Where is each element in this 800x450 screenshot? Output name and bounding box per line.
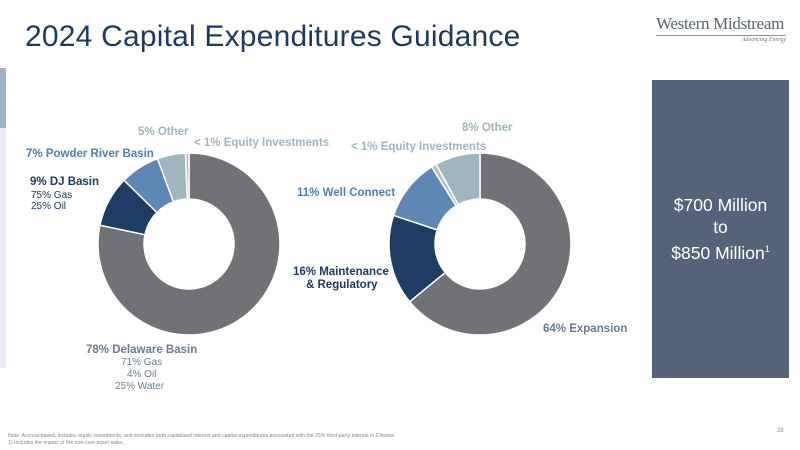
label-right-expansion: 64% Expansion [543,323,628,335]
label-left-dj-oil: 25% Oil [31,201,67,212]
capex-guidance-box: $700 Million to $850 Million1 [652,80,789,378]
label-right-regulatory: & Regulatory [306,279,378,291]
label-left-delaware: 78% Delaware Basin [86,344,198,356]
label-left-delaware-gas: 71% Gas [121,357,163,368]
donut-slice-expansion [408,152,572,336]
label-right-equity: < 1% Equity Investments [351,141,487,153]
page-title: 2024 Capital Expenditures Guidance [25,20,521,53]
footnote: Note: Accrual-based, includes equity inv… [8,433,395,446]
label-right-other: 8% Other [462,122,513,134]
guidance-amount-high: $850 Million [671,242,765,263]
donut-slice-delaware-basin [97,152,281,336]
label-right-well-connect: 11% Well Connect [297,187,396,199]
donut-slice-equity-investments [184,152,190,200]
donut-chart-basin [97,152,281,336]
company-logo: Western Midstream Advancing Energy [656,14,786,43]
footnote-line-2: 1) Includes the impact of the non-core a… [8,439,124,446]
logo-rule [656,35,786,36]
label-left-equity: < 1% Equity Investments [194,137,330,149]
guidance-line-2: to [713,217,728,238]
label-left-dj-gas: 75% Gas [31,190,73,201]
guidance-line-1: $700 Million [673,195,768,216]
left-accent-highlight [0,68,6,128]
label-left-delaware-oil: 4% Oil [127,369,157,380]
donut-chart-category [388,152,572,336]
guidance-footnote-mark: 1 [764,244,770,255]
label-left-powder-river: 7% Powder River Basin [26,148,154,160]
logo-tagline: Advancing Energy [741,37,786,43]
left-accent-bar [0,68,6,368]
page-number: 28 [777,428,784,434]
guidance-line-3: $850 Million1 [671,238,769,264]
footnote-line-1: Note: Accrual-based, includes equity inv… [8,433,395,439]
label-left-dj: 9% DJ Basin [30,176,100,188]
label-right-maintenance: 16% Maintenance [293,266,389,278]
label-left-other: 5% Other [138,126,189,138]
logo-name: Western Midstream [656,14,785,33]
donut-slice-other [435,152,481,206]
label-left-delaware-water: 25% Water [115,381,165,392]
